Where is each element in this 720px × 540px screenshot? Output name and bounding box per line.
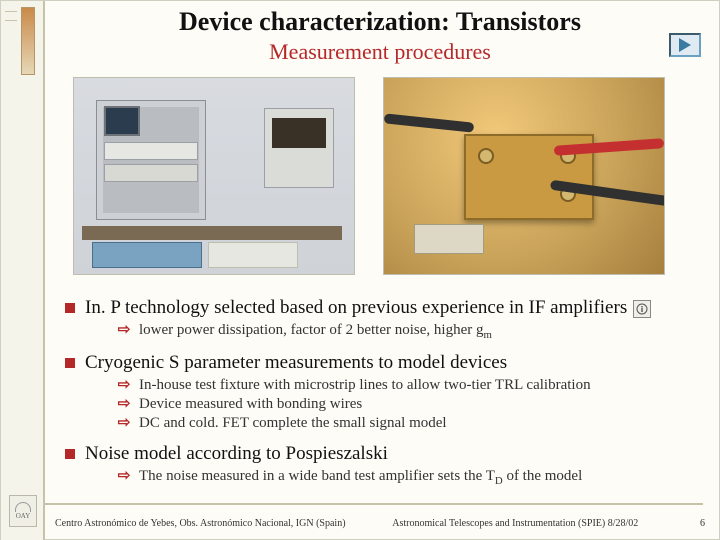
subscript: m [484, 329, 492, 341]
sub-bullet-group: ⇨ In-house test fixture with microstrip l… [117, 376, 695, 432]
logo-label: OAY [16, 512, 31, 520]
bullet-text: Cryogenic S parameter measurements to mo… [85, 352, 695, 374]
slide-subtitle: Measurement procedures [61, 39, 699, 65]
dome-icon [15, 502, 31, 512]
subscript: D [495, 475, 503, 487]
page-number: 6 [685, 518, 705, 529]
bullet-list: In. P technology selected based on previ… [65, 287, 695, 488]
sub-bullet-text: lower power dissipation, factor of 2 bet… [139, 321, 492, 342]
photo-test-fixture [383, 77, 665, 275]
bullet-level2: ⇨ In-house test fixture with microstrip l… [117, 376, 695, 395]
arrow-icon: ⇨ [117, 321, 131, 340]
photo-lab-rack [73, 77, 355, 275]
footer-right: Astronomical Telescopes and Instrumentat… [392, 518, 638, 529]
bullet-level1: Cryogenic S parameter measurements to mo… [65, 352, 695, 374]
decoration-lines [5, 11, 17, 21]
bullet-text: In. P technology selected based on previ… [85, 297, 695, 319]
bullet-level1: In. P technology selected based on previ… [65, 297, 695, 319]
sub-bullet-text: Device measured with bonding wires [139, 395, 362, 414]
footer-logo: OAY [9, 495, 37, 527]
arrow-icon: ⇨ [117, 467, 131, 486]
sub-bullet-text: DC and cold. FET complete the small sign… [139, 414, 447, 433]
bullet-level1: Noise model according to Pospieszalski [65, 443, 695, 465]
sub-bullet-text: The noise measured in a wide band test a… [139, 467, 582, 488]
sub-bullet-text: In-house test fixture with microstrip li… [139, 376, 591, 395]
bullet-text: Noise model according to Pospieszalski [85, 443, 695, 465]
slide-title: Device characterization: Transistors [61, 7, 699, 37]
bullet-square-icon [65, 358, 75, 368]
slide-left-decoration [1, 1, 45, 540]
arrow-icon: ⇨ [117, 414, 131, 433]
sub-bullet-group: ⇨ lower power dissipation, factor of 2 be… [117, 321, 695, 342]
footer-rule [45, 503, 703, 505]
bullet-level2: ⇨ DC and cold. FET complete the small sig… [117, 414, 695, 433]
decoration-gradient-bar [21, 7, 35, 75]
arrow-icon: ⇨ [117, 376, 131, 395]
sub-bullet-group: ⇨ The noise measured in a wide band test … [117, 467, 695, 488]
bullet-square-icon [65, 449, 75, 459]
slide: Device characterization: Transistors Mea… [0, 0, 720, 540]
info-stamp-icon [633, 300, 651, 318]
bullet-level2: ⇨ lower power dissipation, factor of 2 be… [117, 321, 695, 342]
bullet-square-icon [65, 303, 75, 313]
footer-left: Centro Astronómico de Yebes, Obs. Astron… [55, 518, 346, 529]
footer: Centro Astronómico de Yebes, Obs. Astron… [55, 518, 705, 529]
bullet-level2: ⇨ Device measured with bonding wires [117, 395, 695, 414]
bullet-level2: ⇨ The noise measured in a wide band test … [117, 467, 695, 488]
image-row [73, 77, 665, 275]
arrow-icon: ⇨ [117, 395, 131, 414]
